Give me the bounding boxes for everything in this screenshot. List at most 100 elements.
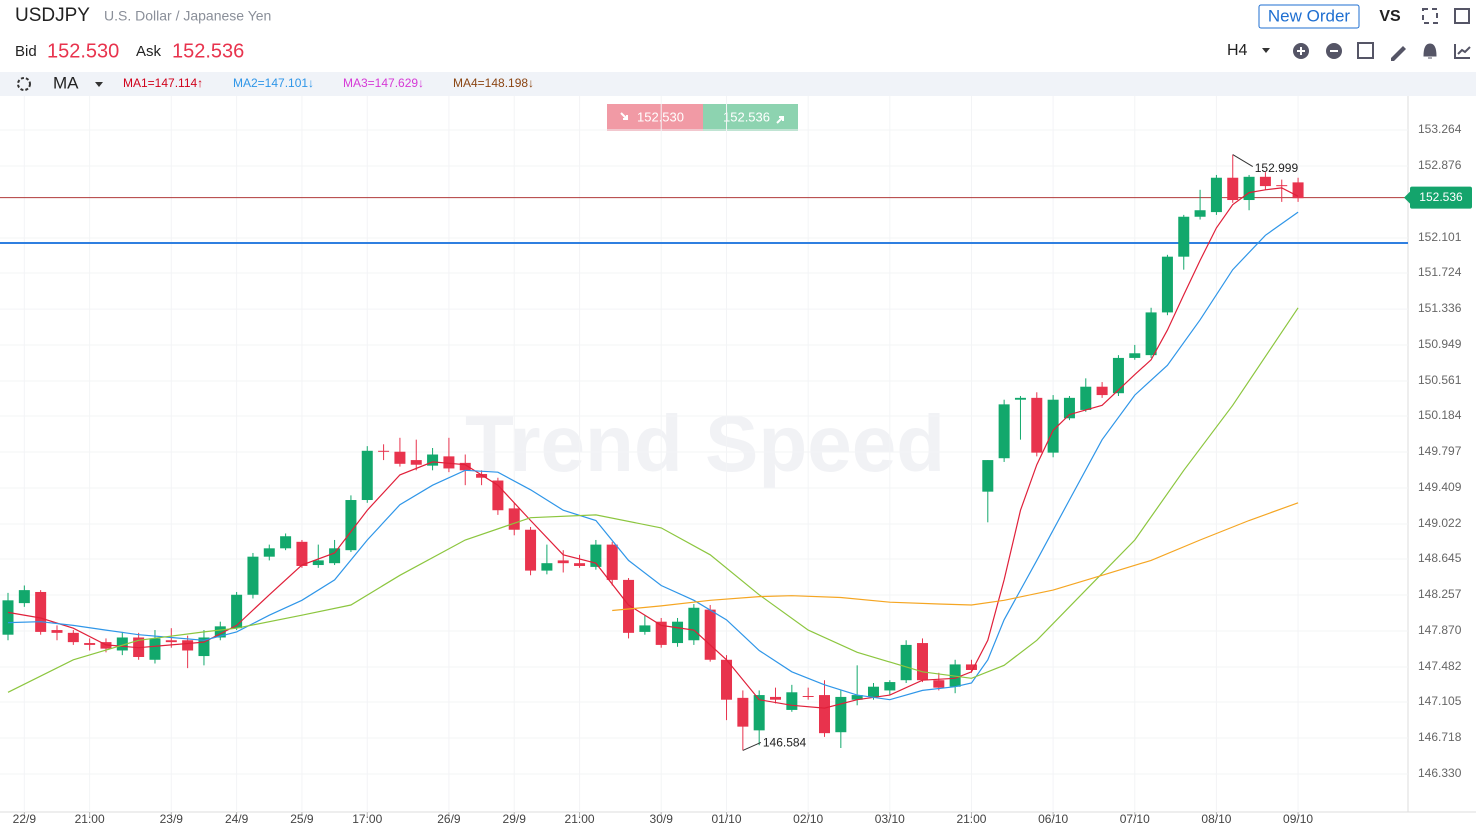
- candle-body: [802, 695, 814, 697]
- candle-body: [1276, 185, 1288, 187]
- ma-legend: MA2=147.101↓: [233, 76, 314, 90]
- candle-body: [900, 644, 912, 681]
- ma-line: [7, 187, 1299, 709]
- dropdown-arrow[interactable]: [1262, 48, 1270, 53]
- candle-body: [965, 664, 977, 670]
- y-tick-label: 151.724: [1418, 265, 1462, 279]
- y-tick-label: 148.257: [1418, 587, 1462, 601]
- candle-body: [786, 692, 798, 710]
- current-price-box: [1410, 186, 1472, 209]
- bid-tag-price[interactable]: 152.530: [637, 109, 684, 124]
- candle-body: [1178, 216, 1190, 257]
- x-tick-label: 24/9: [225, 812, 249, 826]
- candle-body: [410, 460, 422, 465]
- toolbar: [1293, 42, 1471, 61]
- y-tick-label: 150.561: [1418, 373, 1462, 387]
- x-tick-label: 21:00: [956, 812, 986, 826]
- ma-line: [7, 211, 1299, 701]
- candle-body: [443, 456, 455, 469]
- down-arrow: [620, 112, 628, 120]
- candle-body: [67, 632, 79, 643]
- candle-body: [149, 638, 161, 660]
- candle-body: [835, 696, 847, 733]
- candle-body: [884, 682, 896, 691]
- candle-body: [18, 590, 30, 604]
- pencil[interactable]: [1391, 46, 1406, 61]
- candle-body: [1014, 397, 1026, 400]
- candle-body: [508, 508, 520, 530]
- candle-body: [394, 451, 406, 464]
- candle-body: [1112, 357, 1124, 394]
- candle-body: [998, 404, 1010, 459]
- y-tick-label: 146.330: [1418, 766, 1462, 780]
- candle-body: [165, 640, 177, 643]
- button-label[interactable]: New Order: [1268, 6, 1351, 25]
- candle-body: [1080, 386, 1092, 410]
- candle-body: [606, 544, 618, 580]
- x-tick-label: 21:00: [565, 812, 595, 826]
- settings-icon[interactable]: [17, 77, 31, 91]
- x-tick-label: 21:00: [75, 812, 105, 826]
- candle-body: [688, 607, 700, 641]
- candle-body: [296, 541, 308, 566]
- watermark: Trend Speed: [465, 399, 945, 488]
- y-tick-label: 152.101: [1418, 230, 1462, 244]
- candle-body: [1047, 399, 1059, 453]
- indicator-dropdown[interactable]: [95, 82, 103, 87]
- y-tick-label: 147.870: [1418, 623, 1462, 637]
- candle-body: [427, 454, 439, 466]
- candle-body: [35, 591, 47, 632]
- candle-body: [867, 686, 879, 697]
- candle-body: [1096, 386, 1108, 396]
- timeframe[interactable]: H4: [1227, 42, 1248, 59]
- candle-body: [459, 462, 471, 471]
- candle-body: [214, 626, 226, 638]
- bid-tag[interactable]: 152.530: [607, 104, 703, 131]
- window-icon[interactable]: [1454, 8, 1470, 24]
- new-order-button[interactable]: New Order: [1258, 4, 1360, 29]
- candle-body: [851, 695, 863, 700]
- x-tick-label: 17:00: [352, 812, 382, 826]
- bid-tag-box[interactable]: [607, 104, 703, 131]
- ask-tag[interactable]: 152.536: [703, 104, 798, 131]
- candle-body: [345, 500, 357, 551]
- candle-body: [492, 480, 504, 511]
- button-frame[interactable]: [1258, 4, 1360, 29]
- candle-body: [557, 560, 569, 564]
- alert-bell[interactable]: [1423, 43, 1437, 59]
- y-tick-label: 149.022: [1418, 516, 1462, 530]
- y-tick-label: 153.264: [1418, 122, 1462, 136]
- ma-line: [7, 307, 1299, 693]
- x-tick-label: 02/10: [793, 812, 823, 826]
- x-tick-label: 30/9: [650, 812, 674, 826]
- candle-body: [590, 544, 602, 567]
- candle-body: [1227, 177, 1239, 201]
- candle-body: [672, 621, 684, 644]
- ask-tag-price[interactable]: 152.536: [723, 109, 770, 124]
- vs-button[interactable]: VS: [1379, 8, 1401, 25]
- candle-body: [770, 696, 782, 700]
- candle-body: [721, 659, 733, 700]
- x-tick-label: 23/9: [160, 812, 184, 826]
- fullscreen-icon[interactable]: [1422, 8, 1438, 24]
- candle-body: [1259, 176, 1271, 187]
- ma-legend: MA4=148.198↓: [453, 76, 534, 90]
- candle-body: [51, 630, 63, 633]
- x-tick-label: 09/10: [1283, 812, 1313, 826]
- indicator-name[interactable]: MA: [53, 73, 79, 92]
- x-tick-label: 07/10: [1120, 812, 1150, 826]
- draw-rect[interactable]: [1357, 42, 1374, 59]
- description: U.S. Dollar / Japanese Yen: [104, 8, 271, 24]
- candle-body: [525, 529, 537, 571]
- chart-type[interactable]: [1454, 44, 1471, 59]
- candle-body: [1194, 210, 1206, 217]
- candle-body: [312, 560, 324, 566]
- candle-body: [655, 621, 667, 645]
- candle-body: [476, 474, 488, 478]
- plot: Trend Speed 152.999 146.584: [0, 96, 1408, 812]
- candle-body: [982, 460, 994, 492]
- candle-body: [1031, 397, 1043, 453]
- high-annotation: 152.999: [1255, 161, 1299, 175]
